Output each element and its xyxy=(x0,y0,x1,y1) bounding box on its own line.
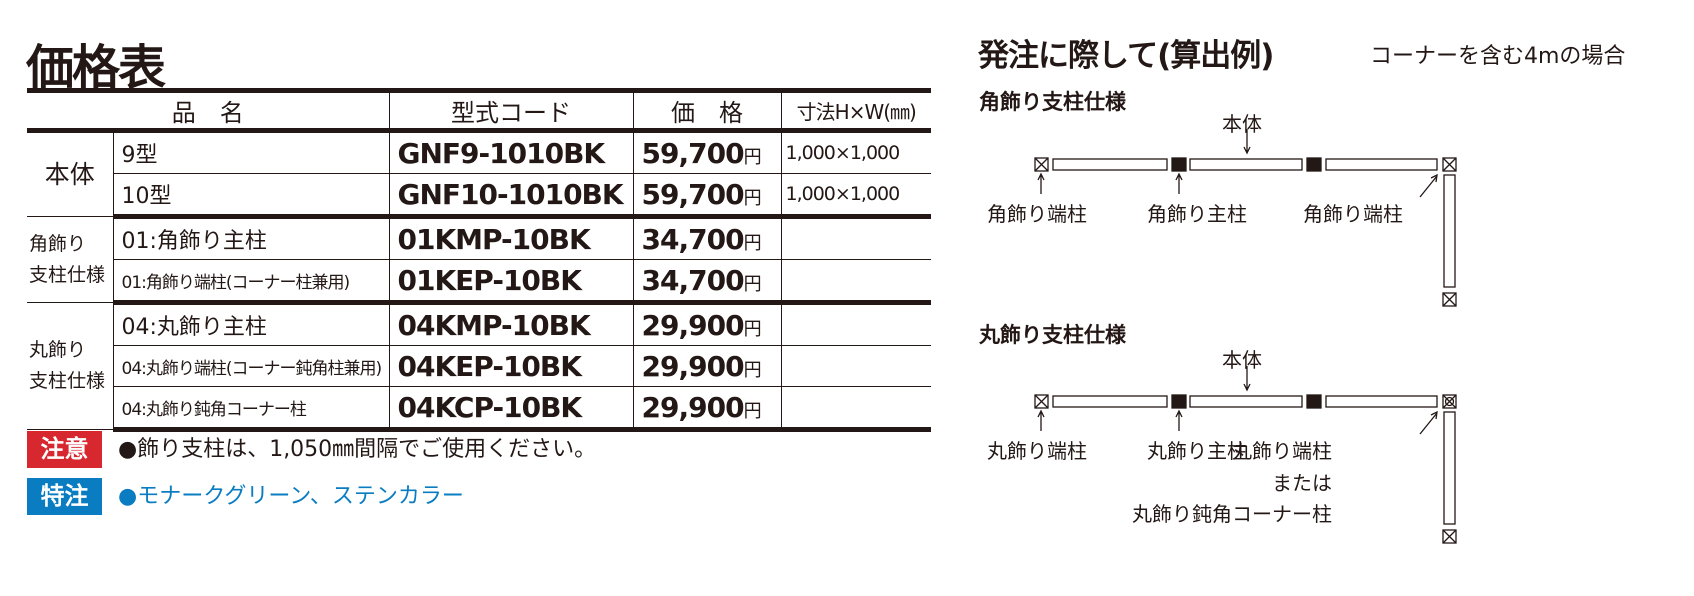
order-example-subtitle: コーナーを含む4mの場合 xyxy=(1370,44,1626,69)
main-post-label: 角飾り主柱 xyxy=(1147,202,1247,226)
main-post-label: 丸飾り主柱 xyxy=(1147,439,1247,463)
body-label: 本体 xyxy=(1222,348,1262,372)
fence-layout-drawing xyxy=(1034,366,1457,544)
corner-end-post-label: 丸飾り端柱 xyxy=(1232,439,1332,463)
price-table-title: 価格表 xyxy=(26,40,166,96)
diagram-heading: 丸飾り支柱仕様 xyxy=(979,323,1126,347)
name-cell: 01:角飾り端柱(コーナー柱兼用) xyxy=(113,259,390,305)
square-post-diagram: 角飾り支柱仕様 本体 角飾り端柱 角飾り主柱 角飾り端柱 xyxy=(979,86,1679,326)
price-cell: 34,700円 xyxy=(632,259,782,305)
price-cell: 59,700円 xyxy=(632,128,782,174)
price-cell: 29,900円 xyxy=(632,302,782,346)
or-label: または xyxy=(1272,471,1332,495)
price-cell: 29,900円 xyxy=(632,345,782,387)
code-cell: 01KEP-10BK xyxy=(388,259,634,305)
order-example-title: 発注に際して(算出例) xyxy=(978,38,1274,74)
obtuse-corner-post-label: 丸飾り鈍角コーナー柱 xyxy=(1132,502,1332,526)
table-row: 04:丸飾り鈍角コーナー柱 04KCP-10BK 29,900円 xyxy=(27,386,931,432)
table-row: 04:丸飾り端柱(コーナー鈍角柱兼用) 04KEP-10BK 29,900円 xyxy=(27,345,931,387)
caution-note: ●飾り支柱は、1,050㎜間隔でご使用ください。 xyxy=(118,437,597,462)
category-cell: 角飾り 支柱仕様 xyxy=(27,216,114,303)
header-name: 品 名 xyxy=(27,88,390,131)
custom-order-note: ●モナークグリーン、ステンカラー xyxy=(118,484,464,509)
price-cell: 59,700円 xyxy=(632,173,782,219)
round-post-diagram: 丸飾り支柱仕様 本体 丸飾り端柱 丸飾り主柱 丸飾り端柱 または 丸飾り鈍角コー… xyxy=(979,319,1679,559)
corner-end-post-label: 角飾り端柱 xyxy=(1303,202,1403,226)
size-cell: 1,000×1,000 xyxy=(780,128,931,174)
size-cell xyxy=(780,302,931,346)
price-cell: 29,900円 xyxy=(632,386,782,432)
name-cell: 04:丸飾り主柱 xyxy=(112,302,390,346)
end-post-label: 角飾り端柱 xyxy=(987,202,1087,226)
code-cell: 01KMP-10BK xyxy=(388,216,634,260)
code-cell: 04KMP-10BK xyxy=(388,302,634,346)
size-cell: 1,000×1,000 xyxy=(780,173,931,219)
code-cell: GNF10-1010BK xyxy=(388,173,634,219)
table-row: 角飾り 支柱仕様 01:角飾り主柱 01KMP-10BK 34,700円 xyxy=(27,216,931,303)
category-cell: 本体 xyxy=(27,128,114,217)
code-cell: 04KCP-10BK xyxy=(388,386,634,432)
category-cell: 丸飾り 支柱仕様 xyxy=(27,302,114,430)
price-table: 品 名 型式コード 価 格 寸法H×W(㎜) 本体 9型 GNF9-1010BK… xyxy=(27,88,931,432)
table-row: 01:角飾り端柱(コーナー柱兼用) 01KEP-10BK 34,700円 xyxy=(27,259,931,305)
price-cell: 34,700円 xyxy=(632,216,782,260)
diagram-heading: 角飾り支柱仕様 xyxy=(979,90,1126,114)
size-cell xyxy=(780,259,931,305)
name-cell: 10型 xyxy=(113,173,390,219)
table-row: 本体 9型 GNF9-1010BK 59,700円 1,000×1,000 xyxy=(27,128,931,217)
size-cell xyxy=(780,386,931,432)
table-header: 品 名 型式コード 価 格 寸法H×W(㎜) xyxy=(27,88,931,131)
body-label: 本体 xyxy=(1222,112,1262,136)
header-size: 寸法H×W(㎜) xyxy=(780,88,931,131)
code-cell: 04KEP-10BK xyxy=(388,345,634,387)
code-cell: GNF9-1010BK xyxy=(388,128,634,174)
size-cell xyxy=(780,345,931,387)
table-row: 丸飾り 支柱仕様 04:丸飾り主柱 04KMP-10BK 29,900円 xyxy=(27,302,931,430)
end-post-label: 丸飾り端柱 xyxy=(987,439,1087,463)
name-cell: 04:丸飾り端柱(コーナー鈍角柱兼用) xyxy=(113,345,390,387)
fence-layout-drawing xyxy=(1034,129,1457,307)
header-price: 価 格 xyxy=(632,88,782,131)
caution-badge: 注意 xyxy=(27,431,102,468)
custom-order-badge: 特注 xyxy=(27,478,102,515)
table-row: 10型 GNF10-1010BK 59,700円 1,000×1,000 xyxy=(27,173,931,219)
size-cell xyxy=(780,216,931,260)
name-cell: 04:丸飾り鈍角コーナー柱 xyxy=(113,386,390,432)
header-code: 型式コード xyxy=(388,88,634,131)
name-cell: 9型 xyxy=(112,128,390,174)
name-cell: 01:角飾り主柱 xyxy=(112,216,390,260)
